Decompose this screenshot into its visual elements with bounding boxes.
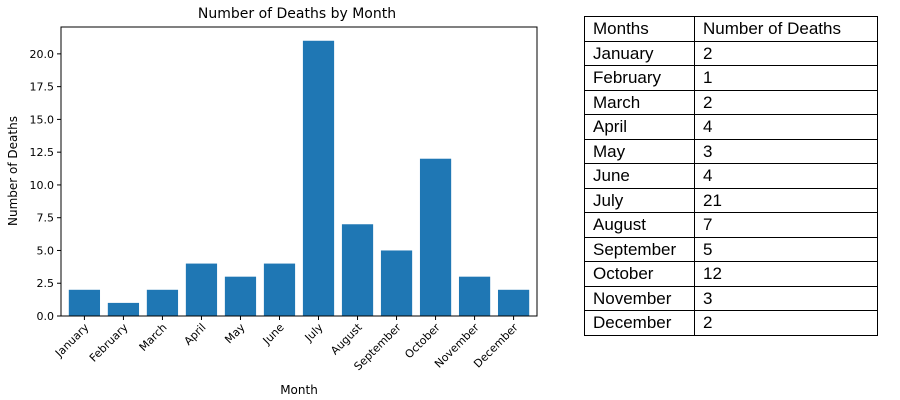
- y-tick-label: 17.5: [30, 81, 55, 94]
- bar-june: [263, 263, 296, 316]
- deaths-cell: 4: [694, 114, 878, 140]
- month-cell: March: [584, 89, 695, 115]
- bar-october: [419, 158, 452, 316]
- table-header-row: Months Number of Deaths: [584, 16, 878, 42]
- data-table: Months Number of Deaths January 2 February…: [584, 16, 878, 336]
- x-tick-label: July: [302, 321, 326, 345]
- column-header-deaths: Number of Deaths: [694, 16, 878, 42]
- month-cell: February: [584, 65, 695, 91]
- deaths-cell: 12: [694, 261, 878, 287]
- table-row: November 3: [584, 285, 878, 311]
- table-row: June 4: [584, 163, 878, 189]
- x-tick-label: March: [137, 321, 170, 354]
- bar-march: [146, 289, 179, 316]
- x-tick-label: May: [222, 321, 248, 347]
- chart-title: Number of Deaths by Month: [198, 6, 396, 22]
- table-row: July 21: [584, 187, 878, 213]
- bar-july: [302, 40, 335, 317]
- month-cell: September: [584, 236, 695, 262]
- deaths-cell: 4: [694, 163, 878, 189]
- y-tick-label: 10.0: [30, 179, 55, 192]
- deaths-cell: 21: [694, 187, 878, 213]
- deaths-cell: 2: [694, 89, 878, 115]
- table-row: April 4: [584, 114, 878, 140]
- table-row: December 2: [584, 310, 878, 336]
- month-cell: October: [584, 261, 695, 287]
- bar-september: [380, 250, 413, 316]
- deaths-cell: 2: [694, 40, 878, 66]
- bar-november: [458, 276, 491, 316]
- deaths-cell: 7: [694, 212, 878, 238]
- y-tick-label: 2.5: [37, 277, 55, 290]
- bar-may: [224, 276, 257, 316]
- month-cell: May: [584, 138, 695, 164]
- column-header-months: Months: [584, 16, 695, 42]
- table-row: May 3: [584, 138, 878, 164]
- deaths-cell: 2: [694, 310, 878, 336]
- month-cell: April: [584, 114, 695, 140]
- month-cell: December: [584, 310, 695, 336]
- y-axis-label: Number of Deaths: [6, 116, 20, 226]
- y-tick-label: 7.5: [37, 212, 55, 225]
- deaths-cell: 3: [694, 138, 878, 164]
- month-cell: July: [584, 187, 695, 213]
- bar-chart: Number of Deaths by Month 0.0 2.5 5.0 7.5 10…: [6, 6, 538, 397]
- table-row: October 12: [584, 261, 878, 287]
- bar-april: [185, 263, 218, 316]
- y-tick-label: 20.0: [30, 48, 55, 61]
- y-tick-label: 0.0: [37, 310, 55, 323]
- x-tick-label: February: [87, 321, 131, 365]
- y-tick-label: 15.0: [30, 113, 55, 126]
- deaths-cell: 1: [694, 65, 878, 91]
- table-row: March 2: [584, 89, 878, 115]
- table-row: September 5: [584, 236, 878, 262]
- x-tick-label: January: [52, 321, 92, 361]
- plot-frame: [60, 26, 538, 317]
- x-tick-label: August: [328, 320, 365, 357]
- x-tick-label: April: [182, 321, 209, 348]
- table-row: August 7: [584, 212, 878, 238]
- x-tick-label: June: [260, 321, 287, 348]
- y-tick-label: 12.5: [30, 146, 55, 159]
- bar-february: [107, 302, 140, 316]
- bar-december: [497, 289, 530, 316]
- x-axis-label: Month: [280, 383, 318, 397]
- month-cell: August: [584, 212, 695, 238]
- deaths-cell: 5: [694, 236, 878, 262]
- bar-august: [341, 224, 374, 316]
- table-row: February 1: [584, 65, 878, 91]
- table-row: January 2: [584, 40, 878, 66]
- month-cell: January: [584, 40, 695, 66]
- month-cell: November: [584, 285, 695, 311]
- y-tick-label: 5.0: [37, 244, 55, 257]
- bar-january: [68, 289, 101, 316]
- deaths-cell: 3: [694, 285, 878, 311]
- month-cell: June: [584, 163, 695, 189]
